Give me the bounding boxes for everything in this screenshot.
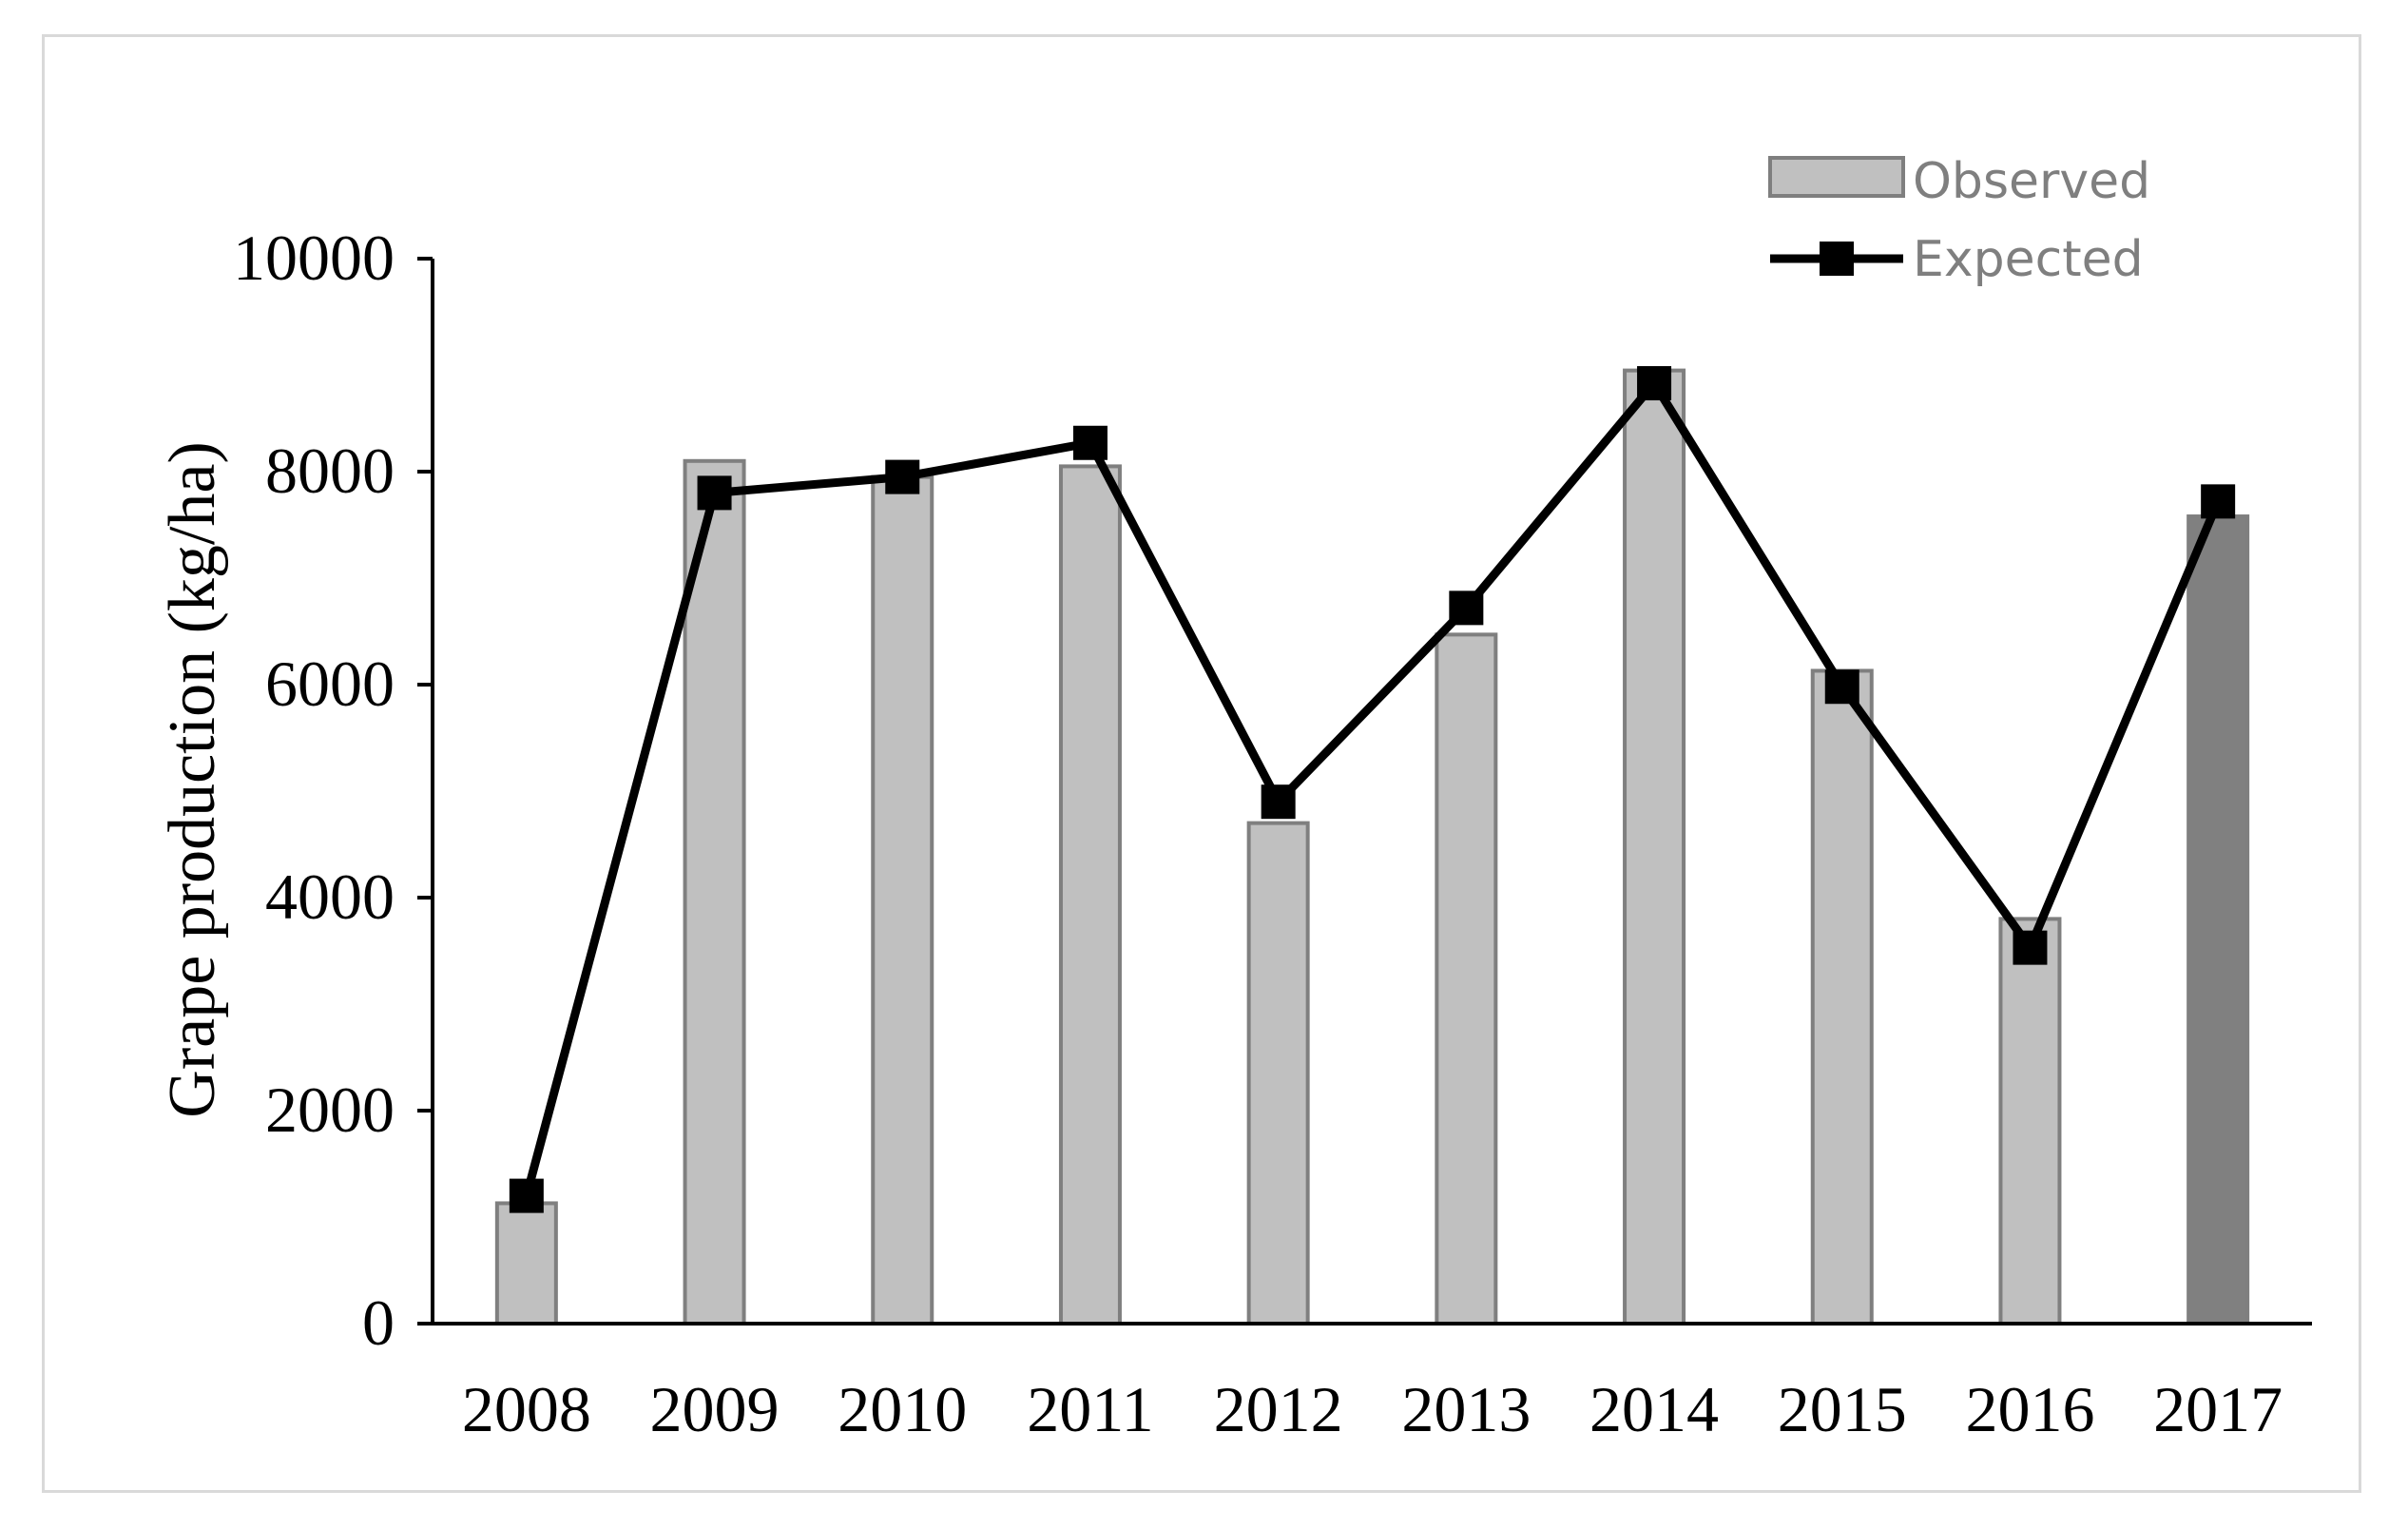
tick-labels-group: 0 2000 4000 6000 8000 10000 2008 2009 2010 2011 20… [233,222,2283,1445]
bar-observed-2012 [1246,821,1310,1326]
x-tick-label-2015: 2015 [1778,1373,1907,1445]
legend-expected-marker [1820,242,1854,276]
expected-series-group [509,366,2236,1213]
y-tick-label-2000: 2000 [265,1074,395,1146]
expected-line [522,378,2223,1197]
x-tick-label-2008: 2008 [462,1373,591,1445]
x-tick-label-2009: 2009 [650,1373,780,1445]
y-tick-label-10000: 10000 [233,222,395,294]
point-expected-2012 [1261,784,1296,820]
point-expected-2011 [1072,425,1108,460]
point-expected-2015 [1824,669,1859,705]
axes-group [431,259,2312,1326]
x-tick-label-2011: 2011 [1027,1373,1153,1445]
x-tick-label-2014: 2014 [1589,1373,1719,1445]
y-tick-label-0: 0 [362,1287,395,1359]
point-expected-2014 [1637,366,1672,401]
y-axis-title: Grape production (kg/ha) [156,441,229,1117]
bar-observed-2011 [1058,464,1122,1326]
point-expected-2010 [885,459,920,494]
point-expected-2009 [697,475,732,511]
y-tick-label-8000: 8000 [265,435,395,507]
x-tick-label-2012: 2012 [1214,1373,1343,1445]
bar-observed-2010 [871,474,934,1326]
bar-observed-2009 [683,458,746,1326]
bar-observed-2017 [2186,514,2250,1326]
point-expected-2008 [509,1178,544,1213]
x-tick-label-2010: 2010 [838,1373,967,1445]
x-tick-label-2016: 2016 [1965,1373,2094,1445]
bar-observed-2013 [1435,632,1498,1326]
bars-group [494,368,2250,1326]
y-tick-label-4000: 4000 [265,861,395,933]
x-tick-label-2013: 2013 [1401,1373,1531,1445]
bar-observed-2016 [1998,917,2062,1326]
y-tick-label-6000: 6000 [265,648,395,720]
bar-observed-2015 [1810,668,1874,1326]
legend-expected-label: Expected [1913,231,2144,288]
point-expected-2017 [2201,484,2236,519]
legend: Observed Expected [1768,153,2150,288]
point-expected-2013 [1449,590,1484,626]
bar-observed-2008 [494,1201,558,1326]
bar-observed-2014 [1623,368,1686,1326]
point-expected-2016 [2013,930,2048,965]
legend-observed-label: Observed [1913,153,2150,210]
x-tick-label-2017: 2017 [2153,1373,2283,1445]
legend-observed-swatch [1768,156,1905,198]
chart-frame [42,34,2361,1493]
